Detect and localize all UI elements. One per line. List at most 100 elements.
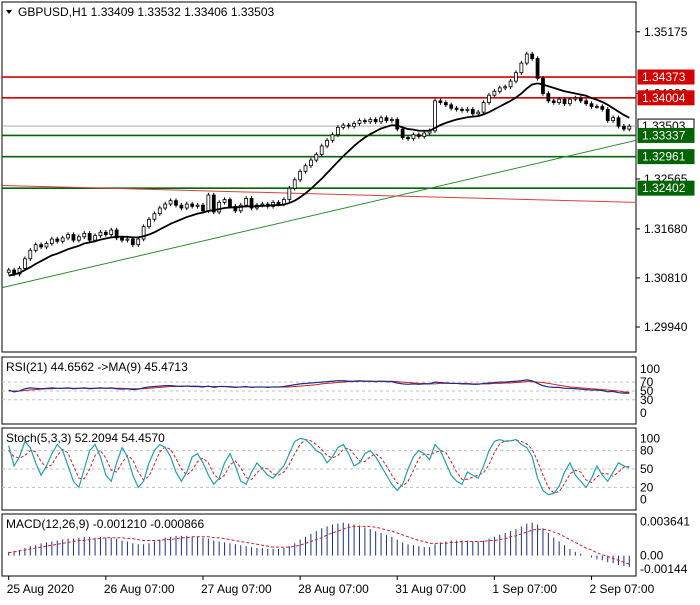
- candle-body: [98, 231, 103, 237]
- candle-body: [303, 165, 308, 172]
- candle-body: [71, 234, 76, 241]
- chart-title: GBPUSD,H1 1.33409 1.33532 1.33406 1.3350…: [18, 5, 275, 19]
- candle-body: [287, 187, 292, 200]
- candle-body: [465, 108, 470, 111]
- stoch-title: Stoch(5,3,3) 52.2094 54.4570: [6, 431, 165, 445]
- candle-body: [82, 232, 87, 238]
- candle-body: [352, 123, 356, 127]
- candle-body: [168, 200, 173, 205]
- candle-body: [325, 139, 329, 147]
- candle-body: [309, 159, 313, 167]
- candle-body: [201, 204, 205, 212]
- candle-body: [28, 249, 33, 260]
- candle-body: [503, 86, 508, 89]
- candle-body: [147, 218, 151, 228]
- price-tag-label: 1.33337: [642, 128, 686, 142]
- candle-body: [330, 134, 335, 141]
- candle-body: [497, 87, 502, 92]
- candle-body: [460, 108, 464, 111]
- candle-body: [238, 204, 243, 212]
- price-tag-support: [637, 149, 695, 165]
- price-tick-label: 1.31680: [644, 222, 688, 236]
- candle-body: [530, 53, 535, 59]
- candle-body: [373, 119, 378, 123]
- price-tag-resistance: [637, 90, 695, 106]
- candle-body: [584, 100, 589, 105]
- candle-body: [449, 104, 454, 109]
- candle-body: [163, 203, 168, 209]
- candle-body: [314, 154, 319, 161]
- price-tick-label: 1.30810: [644, 271, 688, 285]
- trendline-ascending: [2, 139, 637, 289]
- candle-body: [422, 132, 427, 137]
- candle-body: [476, 111, 481, 115]
- time-tick-label: 26 Aug 07:00: [104, 582, 175, 596]
- candle-body: [519, 62, 524, 74]
- candle-body: [157, 207, 162, 215]
- candle-body: [470, 108, 475, 115]
- stoch-tick-label: 0: [640, 493, 647, 507]
- candle-body: [109, 229, 114, 235]
- candle-body: [195, 204, 200, 207]
- candle-body: [514, 72, 518, 82]
- stoch-main-line: [8, 437, 630, 496]
- stoch-tick-label: 50: [640, 462, 654, 476]
- candle-body: [6, 269, 11, 273]
- candle-body: [400, 128, 405, 138]
- candle-body: [93, 235, 97, 241]
- rsi-tick-label: 30: [640, 393, 654, 407]
- macd-tick-label: 0.00: [640, 549, 664, 563]
- candle-body: [120, 237, 124, 241]
- stoch-tick-label: 20: [640, 480, 654, 494]
- candle-body: [551, 100, 556, 103]
- candle-body: [206, 194, 211, 212]
- candle-body: [174, 200, 178, 206]
- candle-body: [368, 119, 373, 123]
- candle-body: [49, 238, 54, 244]
- time-tick-label: 25 Aug 2020: [7, 582, 75, 596]
- candle-body: [23, 258, 27, 269]
- candle-body: [152, 213, 157, 220]
- candle-body: [87, 232, 92, 241]
- candle-body: [589, 103, 594, 107]
- candle-body: [44, 243, 49, 248]
- time-tick-label: 1 Sep 07:00: [492, 582, 557, 596]
- candle-body: [211, 194, 216, 213]
- candle-body: [454, 107, 459, 110]
- macd-title: MACD(12,26,9) -0.001210 -0.000866: [6, 517, 204, 531]
- candle-body: [292, 179, 297, 189]
- stoch-tick-label: 80: [640, 444, 654, 458]
- time-tick-label: 27 Aug 07:00: [201, 582, 272, 596]
- candle-body: [627, 125, 632, 130]
- candle-body: [605, 108, 610, 122]
- time-tick-label: 28 Aug 07:00: [298, 582, 369, 596]
- candle-body: [406, 137, 410, 140]
- candle-body: [228, 199, 232, 207]
- candle-body: [384, 117, 389, 122]
- candle-body: [389, 119, 394, 122]
- candle-body: [508, 80, 513, 88]
- candle-body: [492, 90, 497, 96]
- candle-body: [114, 229, 119, 239]
- rsi-line: [8, 379, 630, 394]
- candle-body: [55, 238, 60, 242]
- dropdown-arrow-icon: [6, 10, 12, 14]
- candle-body: [411, 134, 416, 140]
- candle-body: [557, 98, 562, 103]
- candle-body: [481, 102, 486, 113]
- candle-body: [568, 98, 572, 105]
- price-tag-label: 1.34004: [642, 91, 686, 105]
- candle-body: [535, 58, 540, 79]
- candle-body: [357, 120, 362, 124]
- candle-body: [546, 93, 551, 102]
- candle-body: [611, 117, 615, 122]
- price-tick-label: 1.35175: [644, 25, 688, 39]
- pane-frame-main: [1, 1, 637, 353]
- candle-body: [616, 117, 621, 127]
- price-tag-label: 1.32961: [642, 150, 686, 164]
- candle-body: [60, 237, 65, 242]
- candle-body: [66, 234, 70, 239]
- candle-body: [244, 198, 249, 206]
- candle-body: [125, 238, 130, 241]
- candle-body: [184, 203, 189, 209]
